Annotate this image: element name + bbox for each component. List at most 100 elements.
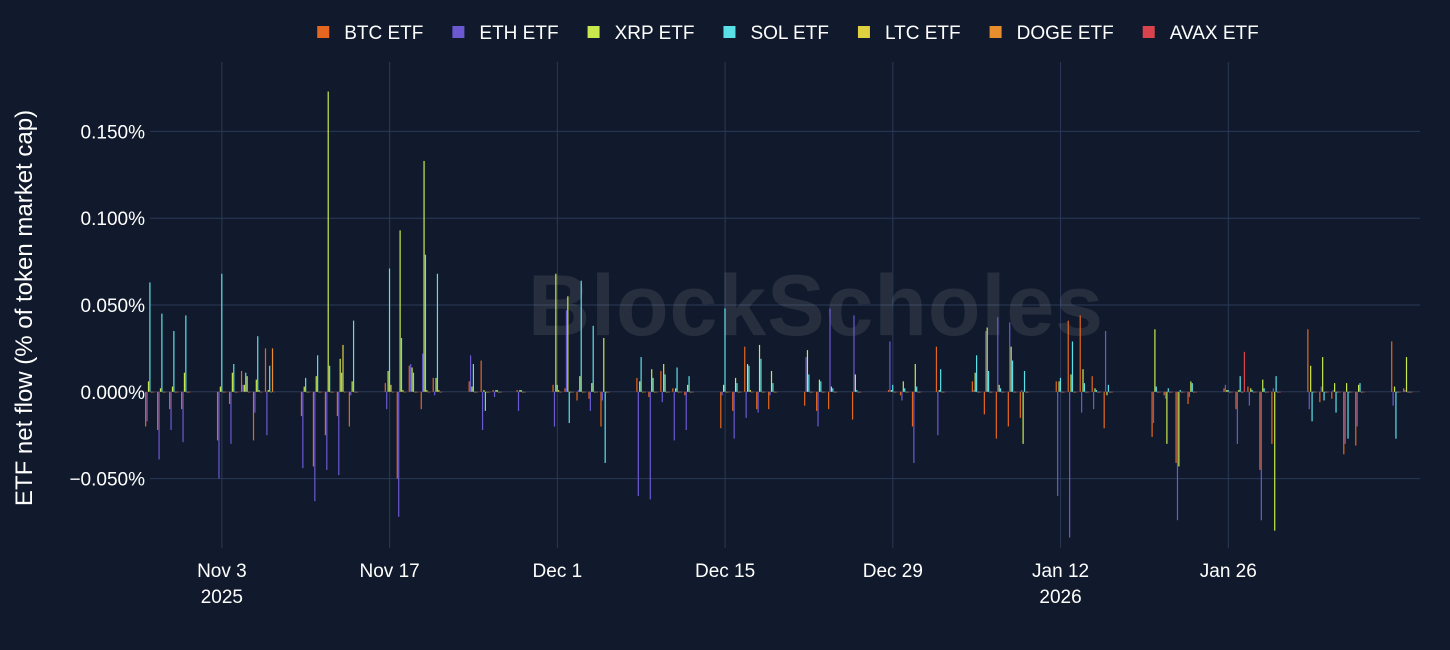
bar-eth-etf-2026-02-10 — [1404, 390, 1406, 392]
bar-doge-etf-2025-11-11 — [319, 391, 322, 393]
bar-xrp-etf-2025-11-05 — [243, 384, 245, 392]
bar-btc-etf-2026-01-05 — [971, 381, 973, 392]
bar-xrp-etf-2026-01-06 — [986, 327, 988, 392]
bar-btc-etf-2026-01-15 — [1091, 376, 1093, 392]
bar-ltc-etf-2026-01-29 — [1264, 391, 1267, 393]
bar-doge-etf-2025-11-24 — [475, 391, 477, 393]
bar-xrp-etf-2026-01-20 — [1154, 329, 1156, 392]
bar-btc-etf-2025-12-26 — [851, 391, 854, 420]
bar-ltc-etf-2025-12-01 — [558, 390, 560, 392]
bar-sol-etf-2025-12-29 — [892, 384, 894, 392]
bar-ltc-etf-2025-12-04 — [594, 391, 596, 393]
bar-sol-etf-2026-01-08 — [1011, 360, 1014, 392]
bar-ltc-etf-2026-01-16 — [1109, 391, 1111, 393]
bar-sol-etf-2026-01-14 — [1083, 383, 1086, 392]
bar-btc-etf-2025-11-28 — [516, 390, 518, 392]
bar-ltc-etf-2025-11-04 — [234, 391, 236, 393]
bar-doge-etf-2026-01-15 — [1098, 391, 1100, 393]
legend-item-eth-etf[interactable]: ETH ETF — [452, 23, 559, 44]
bar-sol-etf-2025-12-23 — [820, 381, 822, 392]
bar-sol-etf-2025-11-24 — [472, 364, 474, 392]
bar-sol-etf-2025-12-17 — [748, 365, 750, 392]
bar-ltc-etf-2026-01-27 — [1240, 391, 1243, 393]
bar-doge-etf-2026-01-09 — [1026, 391, 1028, 393]
legend-label: AVAX ETF — [1170, 23, 1259, 44]
bar-sol-etf-2025-12-15 — [724, 308, 726, 392]
bar-eth-etf-2026-01-28 — [1248, 391, 1250, 406]
bar-avax-etf-2025-11-21 — [441, 391, 443, 393]
legend[interactable]: BTC ETF ETH ETF XRP ETF SOL ETF LTC ETF DOGE … — [317, 23, 1259, 44]
bar-sol-etf-2025-12-02 — [568, 391, 570, 424]
legend-label: DOGE ETF — [1017, 23, 1114, 44]
bar-sol-etf-2025-11-19 — [412, 372, 415, 392]
bar-xrp-etf-2026-01-30 — [1274, 391, 1276, 531]
bar-ltc-etf-2025-12-24 — [833, 391, 835, 393]
bar-eth-etf-2025-10-28 — [146, 391, 148, 422]
bar-doge-etf-2025-12-04 — [595, 391, 597, 393]
bar-ltc-etf-2025-12-29 — [893, 391, 895, 393]
bar-doge-etf-2025-12-24 — [835, 391, 837, 393]
bar-sol-etf-2025-12-18 — [760, 358, 762, 392]
bar-xrp-etf-2025-11-06 — [255, 379, 257, 392]
bar-btc-etf-2026-01-26 — [1223, 388, 1225, 392]
bar-xrp-etf-2026-01-07 — [998, 384, 1000, 392]
bar-doge-etf-2026-01-20 — [1158, 391, 1160, 393]
bar-btc-etf-2025-12-05 — [600, 391, 602, 427]
bar-xrp-etf-2025-12-04 — [591, 383, 593, 392]
bar-eth-etf-2026-02-06 — [1356, 391, 1358, 427]
bar-eth-etf-2025-11-25 — [481, 391, 484, 430]
bar-sol-etf-2026-01-13 — [1071, 341, 1074, 392]
bar-ltc-etf-2026-01-20 — [1157, 391, 1159, 393]
legend-item-avax-etf[interactable]: AVAX ETF — [1142, 23, 1259, 44]
legend-item-doge-etf[interactable]: DOGE ETF — [989, 23, 1114, 44]
bar-xrp-etf-2025-11-12 — [327, 91, 329, 392]
bar-avax-etf-2026-02-06 — [1363, 391, 1365, 393]
bar-eth-etf-2025-12-19 — [769, 391, 771, 396]
legend-item-sol-etf[interactable]: SOL ETF — [723, 23, 829, 44]
bar-doge-etf-2026-01-07 — [1002, 391, 1004, 393]
bar-xrp-etf-2025-10-31 — [183, 372, 186, 392]
bar-doge-etf-2025-11-13 — [343, 391, 345, 393]
bar-avax-etf-2025-11-24 — [477, 391, 479, 393]
bar-btc-etf-2025-12-08 — [636, 377, 638, 392]
bar-ltc-etf-2026-01-12 — [1061, 391, 1063, 393]
bar-eth-etf-2025-12-23 — [817, 391, 819, 427]
bar-ltc-etf-2025-12-23 — [821, 391, 823, 393]
x-tick-label: Jan 12 — [1032, 561, 1089, 582]
bar-avax-etf-2026-01-15 — [1100, 391, 1102, 393]
legend-item-btc-etf[interactable]: BTC ETF — [317, 23, 423, 44]
bar-xrp-etf-2025-11-11 — [315, 376, 317, 392]
bar-xrp-etf-2026-01-16 — [1106, 391, 1108, 396]
bar-btc-etf-2026-02-03 — [1319, 391, 1321, 403]
bar-avax-etf-2026-01-30 — [1279, 391, 1281, 393]
bar-sol-etf-2025-12-11 — [676, 367, 678, 392]
bar-avax-etf-2025-11-04 — [237, 391, 239, 393]
bar-xrp-etf-2025-11-04 — [231, 372, 233, 392]
bar-eth-etf-2025-11-21 — [434, 391, 436, 396]
bar-doge-etf-2025-12-22 — [811, 391, 813, 393]
legend-swatch — [989, 26, 1002, 38]
bar-eth-etf-2025-11-19 — [410, 364, 412, 392]
bar-avax-etf-2026-01-16 — [1112, 391, 1114, 393]
bar-eth-etf-2025-11-04 — [230, 391, 232, 444]
bar-btc-etf-2026-01-27 — [1235, 391, 1237, 410]
bar-sol-etf-2026-01-20 — [1155, 386, 1157, 392]
bar-xrp-etf-2026-02-10 — [1405, 357, 1408, 392]
bar-ltc-etf-2025-12-30 — [905, 391, 907, 393]
bar-sol-etf-2025-12-30 — [904, 388, 906, 392]
bar-avax-etf-2025-12-24 — [836, 391, 838, 393]
bar-sol-etf-2026-02-05 — [1347, 391, 1349, 439]
bar-avax-etf-2025-11-11 — [321, 391, 323, 393]
legend-item-ltc-etf[interactable]: LTC ETF — [857, 23, 961, 44]
bar-sol-etf-2025-11-04 — [233, 364, 235, 392]
bar-doge-etf-2025-11-05 — [247, 391, 250, 393]
bar-avax-etf-2026-01-20 — [1159, 391, 1162, 393]
bar-doge-etf-2025-12-05 — [607, 391, 609, 393]
legend-item-xrp-etf[interactable]: XRP ETF — [587, 23, 695, 44]
bar-ltc-etf-2026-01-07 — [1001, 391, 1003, 393]
bar-doge-etf-2025-11-07 — [271, 348, 274, 392]
bar-ltc-etf-2026-02-10 — [1408, 391, 1410, 393]
bar-btc-etf-2025-11-05 — [240, 370, 243, 392]
bar-doge-etf-2025-12-11 — [679, 391, 681, 393]
